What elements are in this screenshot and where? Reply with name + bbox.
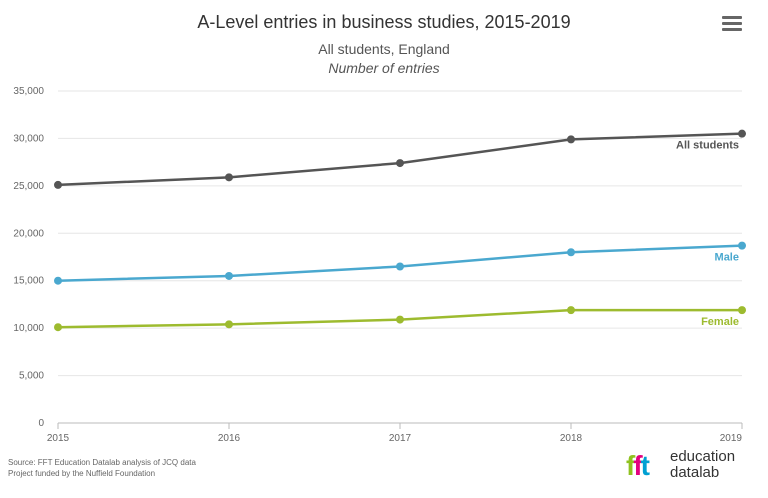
data-point-male bbox=[54, 276, 62, 285]
chart-subtitle: All students, England bbox=[318, 41, 450, 57]
data-point-female bbox=[54, 323, 62, 332]
series-label-female: Female bbox=[701, 316, 739, 328]
x-tick-label: 2016 bbox=[218, 433, 241, 444]
series-label-male: Male bbox=[715, 252, 739, 264]
chart-measure-caption: Number of entries bbox=[328, 60, 440, 76]
fft-education-datalab-logo: fft education datalab bbox=[626, 449, 756, 483]
chart-title: A-Level entries in business studies, 201… bbox=[197, 12, 571, 32]
data-point-female bbox=[396, 315, 404, 324]
y-tick-label: 15,000 bbox=[13, 276, 44, 287]
x-tick-label: 2019 bbox=[720, 433, 743, 444]
data-point-female bbox=[225, 320, 233, 329]
source-note: Source: FFT Education Datalab analysis o… bbox=[8, 457, 196, 479]
data-point-all-students bbox=[567, 135, 575, 144]
y-tick-label: 25,000 bbox=[13, 181, 44, 192]
y-tick-label: 5,000 bbox=[19, 371, 44, 382]
data-point-male bbox=[225, 271, 233, 280]
source-line: Source: FFT Education Datalab analysis o… bbox=[8, 458, 196, 467]
series-label-all-students: All students bbox=[676, 140, 739, 152]
x-tick-label: 2018 bbox=[560, 433, 583, 444]
data-point-all-students bbox=[396, 159, 404, 168]
data-point-female bbox=[567, 306, 575, 315]
data-point-all-students bbox=[225, 173, 233, 182]
logo-word-education: education bbox=[670, 448, 736, 465]
data-point-male bbox=[567, 248, 575, 257]
hamburger-menu-icon[interactable] bbox=[722, 16, 742, 32]
data-point-female bbox=[738, 306, 746, 315]
y-tick-label: 10,000 bbox=[13, 323, 44, 334]
y-tick-label: 0 bbox=[38, 418, 44, 429]
y-tick-label: 35,000 bbox=[13, 86, 44, 97]
y-tick-label: 30,000 bbox=[13, 133, 44, 144]
fft-logo-mark: fft bbox=[626, 450, 650, 481]
x-tick-label: 2015 bbox=[47, 433, 70, 444]
logo-word-datalab: datalab bbox=[670, 464, 720, 481]
data-point-male bbox=[396, 262, 404, 271]
data-point-all-students bbox=[738, 129, 746, 138]
x-tick-label: 2017 bbox=[389, 433, 412, 444]
data-point-all-students bbox=[54, 180, 62, 189]
data-point-male bbox=[738, 241, 746, 250]
funding-line: Project funded by the Nuffield Foundatio… bbox=[8, 469, 156, 478]
y-tick-label: 20,000 bbox=[13, 228, 44, 239]
